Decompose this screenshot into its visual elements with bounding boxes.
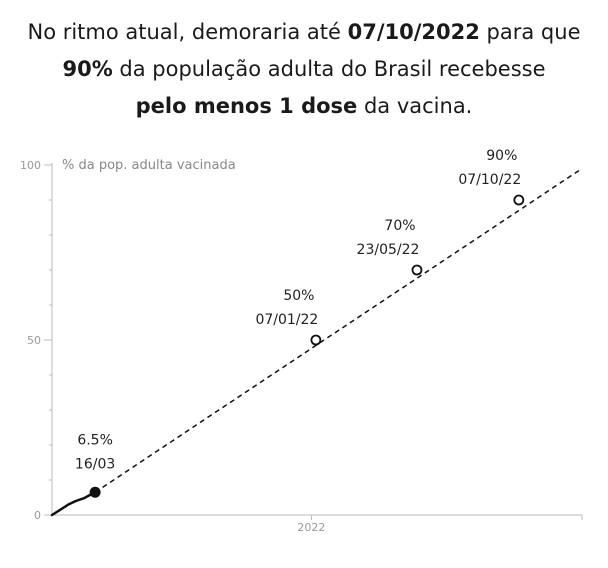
projection-line-dashed [94, 167, 583, 493]
annotation-percent: 70% [384, 218, 415, 234]
annotation-date: 16/03 [75, 456, 115, 472]
headline-text-4: da vacina. [357, 94, 473, 118]
point-marker-filled [89, 486, 101, 498]
headline-text-3: da população adulta do Brasil recebesse [112, 57, 546, 81]
annotation-date: 07/10/22 [458, 172, 521, 188]
headline-text-2: para que [479, 20, 581, 44]
headline-dose-bold: pelo menos 1 dose [135, 94, 358, 118]
annotation-percent: 50% [283, 288, 314, 304]
annotation-date: 07/01/22 [255, 312, 318, 328]
headline-text-1: No ritmo atual, demoraria até [27, 20, 348, 44]
annotation-percent: 90% [486, 148, 517, 164]
annotation-percent: 6.5% [77, 432, 113, 448]
point-marker-open [513, 194, 525, 206]
headline-line-2: 90% da população adulta do Brasil recebe… [0, 51, 608, 88]
y-axis-label: % da pop. adulta vacinada [62, 158, 236, 173]
annotation-date: 23/05/22 [357, 242, 420, 258]
point-marker-open [411, 264, 423, 276]
y-tick-label: 0 [34, 509, 41, 522]
y-tick-label: 50 [27, 334, 41, 347]
headline-line-1: No ritmo atual, demoraria até 07/10/2022… [0, 14, 608, 51]
headline: No ritmo atual, demoraria até 07/10/2022… [0, 14, 608, 125]
headline-date-bold: 07/10/2022 [347, 20, 480, 44]
y-tick-label: 100 [20, 159, 41, 172]
x-tick-label: 2022 [297, 521, 325, 534]
headline-percent-bold: 90% [62, 57, 113, 81]
point-marker-open [310, 334, 322, 346]
headline-line-3: pelo menos 1 dose da vacina. [0, 88, 608, 125]
actual-line-solid [50, 491, 97, 517]
